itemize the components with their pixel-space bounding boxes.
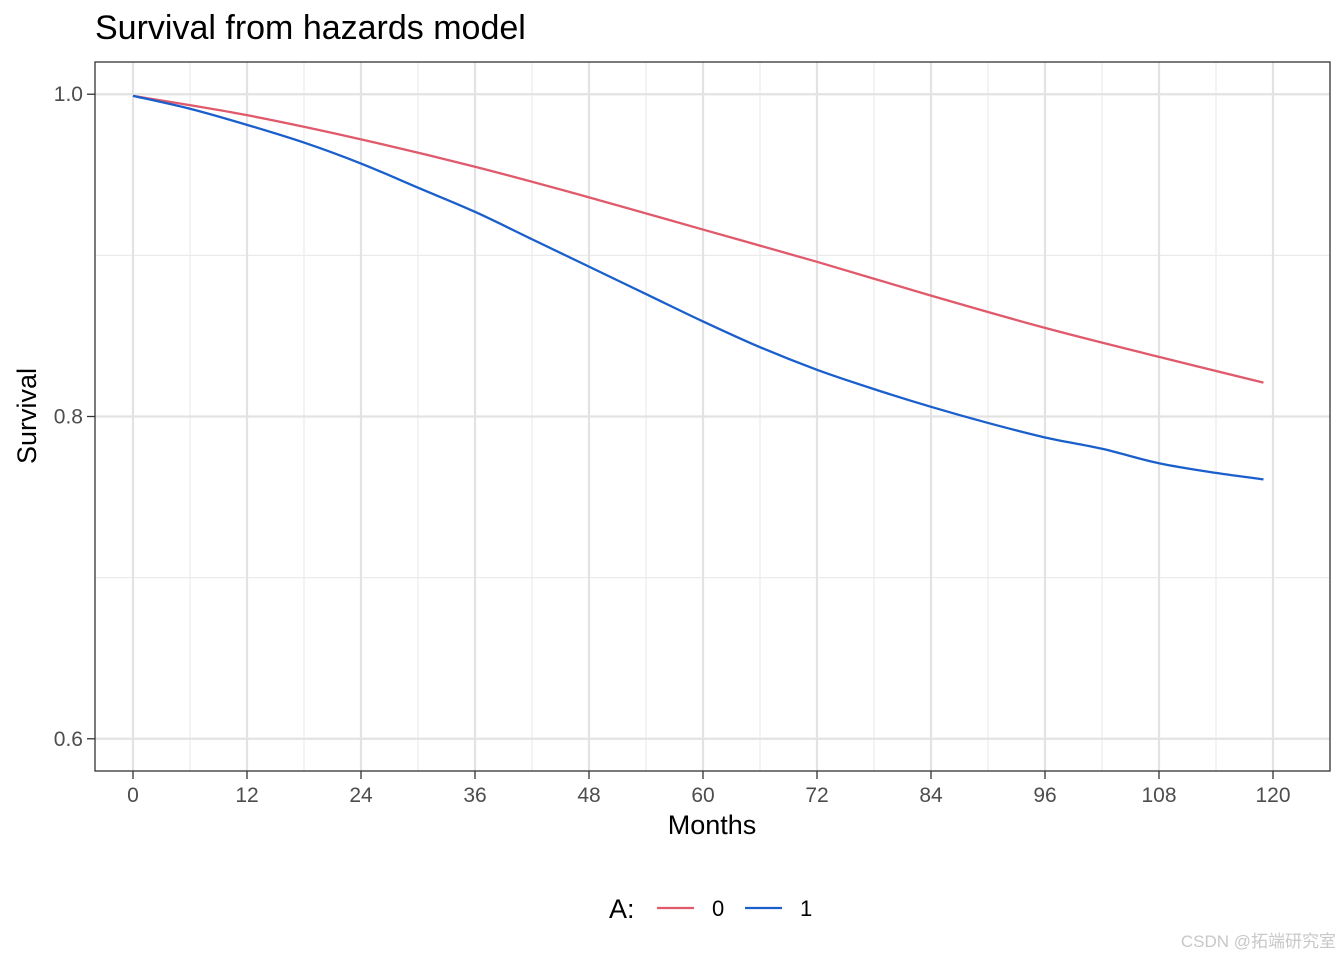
x-axis: 0 12 24 36 48 60 72 84 96 108 120: [127, 771, 1291, 807]
chart-title: Survival from hazards model: [95, 9, 526, 47]
x-tick-label: 84: [919, 784, 943, 807]
x-tick-label: 120: [1255, 784, 1290, 807]
y-axis: 0.6 0.8 1.0: [54, 83, 95, 751]
legend-title: A:: [609, 894, 635, 924]
watermark: CSDN @拓端研究室: [1180, 932, 1336, 951]
y-tick-label: 1.0: [54, 83, 83, 106]
y-axis-title: Survival: [12, 368, 42, 464]
y-tick-label: 0.6: [54, 728, 83, 751]
x-tick-label: 12: [235, 784, 258, 807]
legend: A: 0 1: [609, 894, 812, 924]
x-tick-label: 24: [349, 784, 373, 807]
series-layer: [132, 94, 1264, 481]
x-tick-label: 72: [805, 784, 828, 807]
x-tick-label: 36: [463, 784, 486, 807]
x-tick-label: 108: [1141, 784, 1176, 807]
x-tick-label: 96: [1033, 784, 1056, 807]
x-axis-title: Months: [668, 810, 757, 840]
x-tick-label: 60: [691, 784, 714, 807]
major-grid: [95, 62, 1330, 771]
legend-label-0: 0: [712, 896, 724, 921]
x-tick-label: 0: [127, 784, 139, 807]
series-line-1: [132, 94, 1264, 481]
y-tick-label: 0.8: [54, 406, 83, 429]
legend-label-1: 1: [800, 896, 812, 921]
series-line-0: [132, 94, 1264, 384]
x-tick-label: 48: [577, 784, 600, 807]
